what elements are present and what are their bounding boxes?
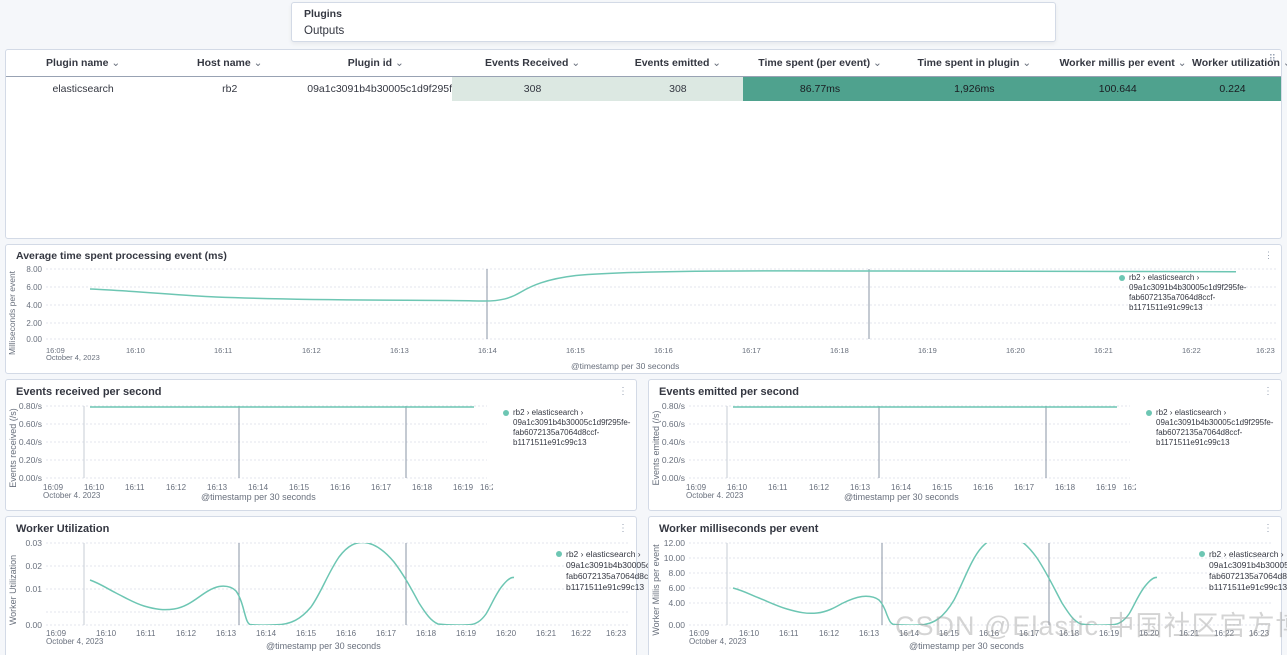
svg-text:0.80/s: 0.80/s	[662, 401, 685, 411]
svg-text:0.60/s: 0.60/s	[662, 419, 685, 429]
svg-text:Worker Utilization: Worker Utilization	[8, 555, 18, 625]
svg-text:16:13: 16:13	[859, 629, 880, 638]
svg-text:16:21: 16:21	[1094, 346, 1113, 355]
svg-text:16:14: 16:14	[248, 483, 269, 492]
svg-text:Worker Millis per event: Worker Millis per event	[651, 544, 661, 636]
svg-text:October 4, 2023: October 4, 2023	[43, 491, 101, 498]
svg-text:16:19: 16:19	[456, 629, 477, 638]
svg-text:16:20: 16:20	[480, 483, 493, 492]
svg-text:4.00: 4.00	[668, 598, 685, 608]
svg-text:16:12: 16:12	[809, 483, 830, 492]
svg-text:16:17: 16:17	[371, 483, 392, 492]
svg-text:Milliseconds per event: Milliseconds per event	[7, 270, 17, 355]
svg-text:16:10: 16:10	[96, 629, 117, 638]
svg-text:0.40/s: 0.40/s	[662, 437, 685, 447]
svg-text:16:13: 16:13	[207, 483, 228, 492]
svg-text:16:18: 16:18	[416, 629, 437, 638]
svg-text:12.00: 12.00	[664, 538, 686, 548]
svg-text:October 4, 2023: October 4, 2023	[689, 637, 747, 645]
svg-text:16:23: 16:23	[1256, 346, 1275, 355]
svg-text:6.00: 6.00	[26, 283, 42, 292]
svg-text:0.00: 0.00	[668, 620, 685, 630]
svg-text:16:12: 16:12	[819, 629, 840, 638]
svg-text:16:11: 16:11	[214, 346, 232, 355]
svg-text:16:13: 16:13	[216, 629, 237, 638]
svg-text:16:12: 16:12	[176, 629, 197, 638]
svg-text:16:19: 16:19	[453, 483, 474, 492]
svg-text:16:18: 16:18	[1055, 483, 1076, 492]
svg-text:8.00: 8.00	[668, 568, 685, 578]
svg-text:16:18: 16:18	[412, 483, 433, 492]
svg-text:16:19: 16:19	[1096, 483, 1117, 492]
svg-text:16:15: 16:15	[566, 346, 585, 355]
svg-text:16:12: 16:12	[166, 483, 187, 492]
svg-text:16:17: 16:17	[1014, 483, 1035, 492]
svg-text:16:11: 16:11	[136, 629, 156, 638]
svg-text:16:10: 16:10	[727, 483, 748, 492]
svg-text:6.00: 6.00	[668, 583, 685, 593]
svg-text:0.00: 0.00	[25, 620, 42, 630]
svg-text:0.02: 0.02	[25, 561, 42, 571]
svg-text:October 4, 2023: October 4, 2023	[46, 353, 100, 361]
svg-text:0.40/s: 0.40/s	[19, 437, 42, 447]
svg-text:16:13: 16:13	[390, 346, 409, 355]
svg-text:2.00: 2.00	[26, 319, 42, 328]
svg-text:16:10: 16:10	[126, 346, 145, 355]
svg-text:16:14: 16:14	[478, 346, 497, 355]
svg-text:16:14: 16:14	[891, 483, 912, 492]
svg-text:0.80/s: 0.80/s	[19, 401, 42, 411]
svg-text:16:15: 16:15	[932, 483, 953, 492]
svg-text:0.60/s: 0.60/s	[19, 419, 42, 429]
svg-text:16:19: 16:19	[918, 346, 937, 355]
svg-text:4.00: 4.00	[26, 301, 42, 310]
svg-text:16:15: 16:15	[289, 483, 310, 492]
svg-text:16:23: 16:23	[606, 629, 627, 638]
svg-text:0.20/s: 0.20/s	[662, 455, 685, 465]
svg-text:8.00: 8.00	[26, 265, 42, 274]
svg-text:Events received (/s): Events received (/s)	[8, 408, 18, 488]
svg-text:16:20: 16:20	[1006, 346, 1025, 355]
svg-text:0.00/s: 0.00/s	[662, 473, 685, 483]
svg-text:16:15: 16:15	[296, 629, 317, 638]
svg-text:16:16: 16:16	[330, 483, 351, 492]
svg-text:16:16: 16:16	[973, 483, 994, 492]
svg-text:16:22: 16:22	[1182, 346, 1201, 355]
svg-text:16:21: 16:21	[536, 629, 557, 638]
svg-text:0.01: 0.01	[25, 584, 42, 594]
svg-text:16:18: 16:18	[830, 346, 849, 355]
svg-text:10.00: 10.00	[664, 553, 686, 563]
svg-text:16:14: 16:14	[256, 629, 277, 638]
svg-text:16:17: 16:17	[376, 629, 397, 638]
svg-text:16:16: 16:16	[336, 629, 357, 638]
svg-text:16:10: 16:10	[84, 483, 105, 492]
svg-text:October 4, 2023: October 4, 2023	[686, 491, 744, 498]
svg-text:16:22: 16:22	[571, 629, 592, 638]
svg-text:16:10: 16:10	[739, 629, 760, 638]
svg-text:16:17: 16:17	[742, 346, 761, 355]
svg-text:0.00/s: 0.00/s	[19, 473, 42, 483]
svg-text:16:16: 16:16	[654, 346, 673, 355]
svg-text:0.03: 0.03	[25, 538, 42, 548]
svg-text:16:13: 16:13	[850, 483, 871, 492]
svg-text:16:11: 16:11	[125, 483, 145, 492]
svg-text:October 4, 2023: October 4, 2023	[46, 637, 104, 645]
svg-text:16:11: 16:11	[768, 483, 788, 492]
svg-text:0.20/s: 0.20/s	[19, 455, 42, 465]
svg-text:16:20: 16:20	[496, 629, 517, 638]
svg-text:0.00: 0.00	[26, 335, 42, 344]
svg-text:Events emitted (/s): Events emitted (/s)	[651, 410, 661, 485]
svg-text:16:20: 16:20	[1123, 483, 1136, 492]
svg-text:16:12: 16:12	[302, 346, 321, 355]
svg-text:16:11: 16:11	[779, 629, 799, 638]
